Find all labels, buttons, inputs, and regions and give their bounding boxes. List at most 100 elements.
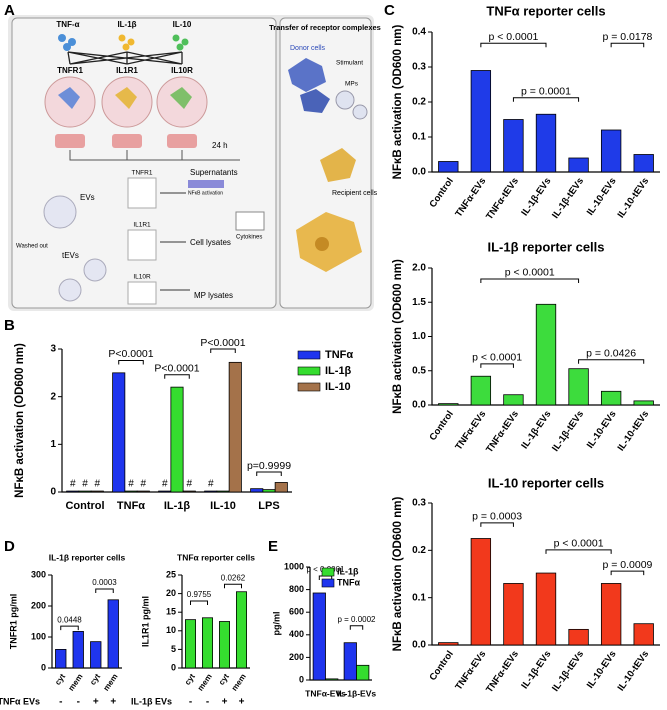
ligand [122,43,130,51]
legend-label: TNFα [337,577,360,587]
treatment-sign: - [77,697,80,708]
bar [438,642,459,646]
x-tick-label: IL-10-tEVs [616,176,652,220]
p-value: 0.0262 [221,573,246,582]
cell-lysates-label: Cell lysates [190,238,231,247]
bar [66,490,80,493]
x-tick-label: Control [65,500,104,512]
bar [535,113,557,173]
bar [343,642,357,681]
y-tick-label: 0 [50,487,56,498]
bar [216,490,230,493]
donor-cell [300,89,330,113]
p-value: p < 0.0001 [554,538,604,550]
significance-bracket [256,471,282,476]
bar [274,482,288,493]
cell [58,87,80,109]
p-value: p=0.9999 [247,460,291,472]
x-tick-label: TNFα-tEVs [484,649,521,695]
legend-swatch [297,382,321,392]
legend-swatch [321,567,335,577]
p-value: 0.9755 [187,590,212,599]
x-tick-label: IL-1β-EVs [519,649,553,691]
x-tick-label: cyt [217,672,231,687]
y-tick-label: 25 [166,569,176,579]
chart-title: IL-10 reporter cells [488,475,604,490]
y-tick-label: 0 [299,674,304,684]
stimulant-label: Stimulant [336,60,363,67]
cell [170,87,192,109]
lysate-box [127,177,157,209]
y-tick-label: 0.3 [412,62,426,73]
mp [352,104,368,120]
panel-label: A [4,2,15,19]
p-value: P<0.0001 [108,348,153,360]
x-tick-label: mem [67,672,85,692]
p-value: p = 0.0178 [602,31,652,43]
cell [115,87,137,109]
plate [188,180,224,188]
x-tick-label: IL-10-tEVs [616,649,652,693]
bar [356,664,370,681]
hash-mark: # [70,479,76,490]
x-tick-label: TNFα-EVs [453,176,488,220]
x-tick-label: TNFα-EVs [453,409,488,453]
bar [182,490,196,493]
x-tick-label: IL-1β-tEVs [550,409,586,454]
x-tick-label: cyt [183,672,197,687]
y-tick-label: 0 [41,662,46,672]
p-value: p < 0.0001 [505,267,555,279]
recipient-cell [296,212,362,272]
bar [568,628,589,646]
x-tick-label: Control [427,176,455,210]
bar [262,489,276,493]
significance-bracket [224,583,242,589]
arrows [160,192,190,291]
bar [55,649,67,669]
y-tick-label: 0.1 [412,592,426,603]
mp-lysates-label: MP lysates [194,291,233,300]
bar [470,375,492,406]
x-tick-label: IL-10-EVs [585,176,619,218]
flask [112,134,142,148]
x-tick-label: Control [427,409,455,443]
p-value: p = 0.0003 [472,511,522,523]
x-tick-label: TNFα-EVs [453,649,488,693]
bar [170,386,184,493]
chart-title: IL-1β reporter cells [49,552,126,562]
y-axis-label: NFκB activation (OD600 nm) [392,25,404,180]
y-tick-label: 2.0 [412,263,426,274]
washed-out-label: Washed out [16,244,48,250]
nfkb-label: NFκB activation [188,190,223,196]
treatment-sign: - [206,697,209,708]
y-tick-label: 400 [289,629,304,639]
x-tick-label: TNFα [117,500,145,512]
legend-label: IL-1β [325,365,352,377]
y-tick-label: 1 [50,439,56,450]
ligand [118,34,126,42]
bar [218,621,230,669]
y-tick-label: 3 [50,344,56,355]
significance-bracket [512,97,580,102]
bar [250,488,264,493]
significance-bracket [190,600,208,606]
supernatants-label: Supernatants [190,168,238,177]
y-tick-label: 0.2 [412,545,426,556]
y-axis-label: TNFR1 pg/ml [8,594,18,650]
significance-bracket [610,42,645,48]
y-tick-label: 0.0 [412,400,426,411]
tevs-label: tEVs [62,251,79,260]
x-tick-label: IL-10-EVs [585,409,619,451]
bar [235,591,247,669]
x-tick-label: mem [230,672,248,692]
bar [503,394,524,406]
bar [503,583,524,646]
y-tick-label: 0.4 [412,27,426,38]
significance-bracket [480,363,514,368]
treatment-label: TNFα EVs [0,696,40,706]
transfer-title: Transfer of receptor complexes [269,23,381,32]
x-tick-label: IL-1β-tEVs [550,649,586,694]
bar [136,490,150,493]
recipient-cell [320,148,356,182]
